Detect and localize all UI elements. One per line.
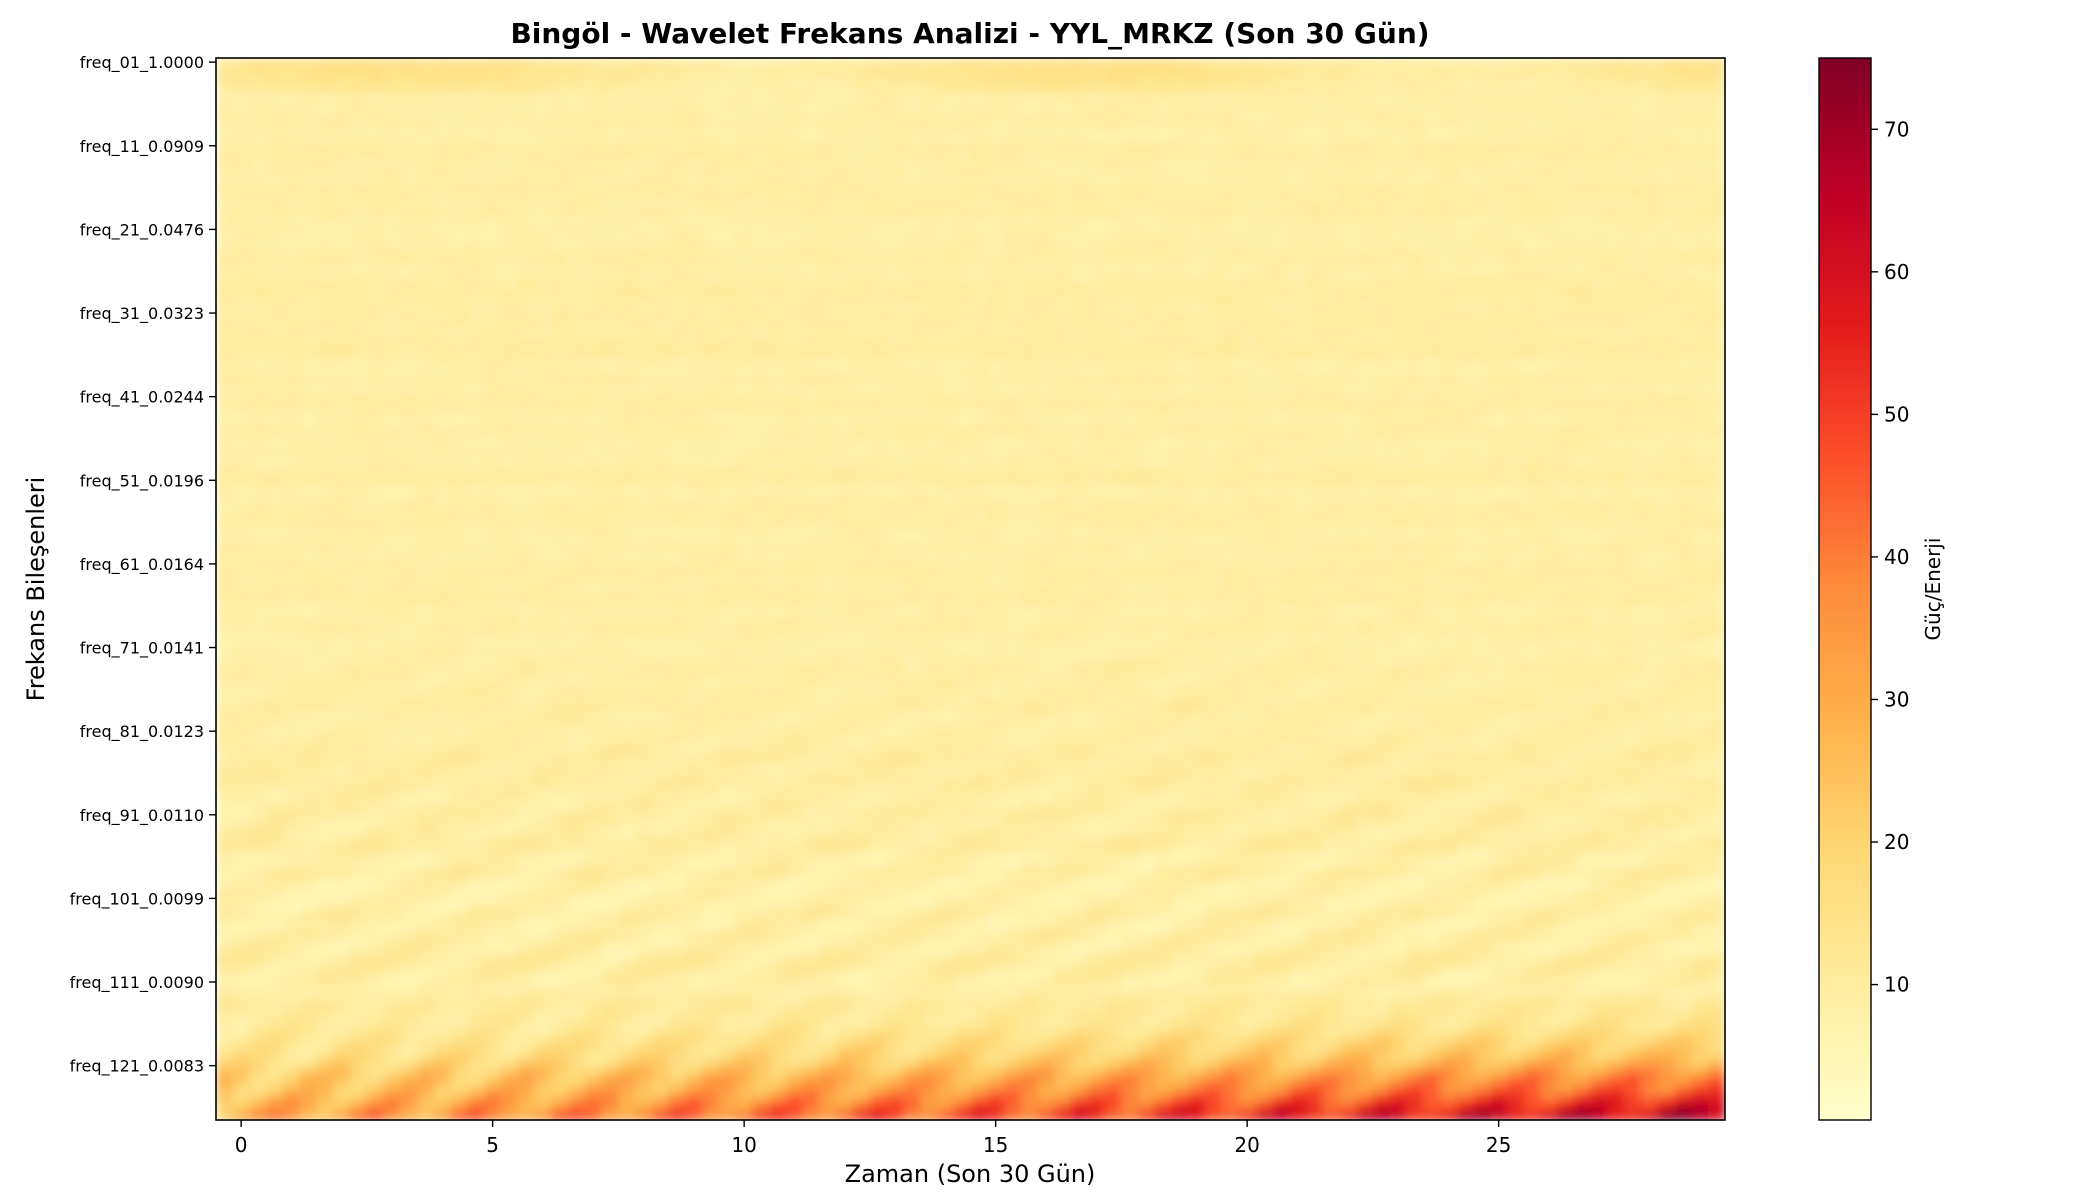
y-tick-label: freq_81_0.0123 xyxy=(80,722,204,742)
colorbar-tick-label: 70 xyxy=(1884,117,1909,141)
x-tick-label: 20 xyxy=(1234,1133,1259,1157)
heatmap-cells xyxy=(216,58,1725,1120)
x-tick-label: 10 xyxy=(731,1133,756,1157)
y-tick-label: freq_111_0.0090 xyxy=(70,973,204,993)
y-tick-label: freq_01_1.0000 xyxy=(80,53,204,73)
y-tick-label: freq_51_0.0196 xyxy=(80,471,204,491)
colorbar-tick-label: 50 xyxy=(1884,402,1909,426)
x-axis-label: Zaman (Son 30 Gün) xyxy=(845,1160,1096,1188)
x-axis-ticks: 0 5 10 15 20 25 xyxy=(235,1120,1511,1157)
x-tick-label: 0 xyxy=(235,1133,248,1157)
y-tick-label: freq_11_0.0909 xyxy=(80,137,204,157)
colorbar-tick-label: 10 xyxy=(1884,973,1909,997)
y-tick-label: freq_41_0.0244 xyxy=(80,388,204,408)
x-tick-label: 5 xyxy=(486,1133,499,1157)
colorbar-tick-label: 30 xyxy=(1884,687,1909,711)
y-tick-label: freq_91_0.0110 xyxy=(80,806,204,826)
colorbar-tick-label: 60 xyxy=(1884,260,1909,284)
y-axis-label: Frekans Bileşenleri xyxy=(22,477,50,702)
y-tick-label: freq_61_0.0164 xyxy=(80,555,204,575)
colorbar-ticks: 10 20 30 40 50 60 70 xyxy=(1871,117,1909,997)
plot-frame xyxy=(215,57,1726,1121)
chart-title: Bingöl - Wavelet Frekans Analizi - YYL_M… xyxy=(510,17,1429,50)
colorbar-tick-label: 40 xyxy=(1884,545,1909,569)
y-tick-label: freq_21_0.0476 xyxy=(80,220,204,240)
y-tick-label: freq_31_0.0323 xyxy=(80,304,204,324)
y-tick-label: freq_101_0.0099 xyxy=(70,889,204,909)
colorbar xyxy=(1818,57,1872,1121)
colorbar-label: Güç/Enerji xyxy=(1921,538,1945,641)
y-tick-label: freq_121_0.0083 xyxy=(70,1057,204,1077)
colorbar-tick-label: 20 xyxy=(1884,830,1909,854)
x-tick-label: 25 xyxy=(1486,1133,1511,1157)
x-tick-label: 15 xyxy=(983,1133,1008,1157)
y-tick-label: freq_71_0.0141 xyxy=(80,639,204,659)
y-axis-ticks: freq_01_1.0000 freq_11_0.0909 freq_21_0.04… xyxy=(70,53,216,1077)
